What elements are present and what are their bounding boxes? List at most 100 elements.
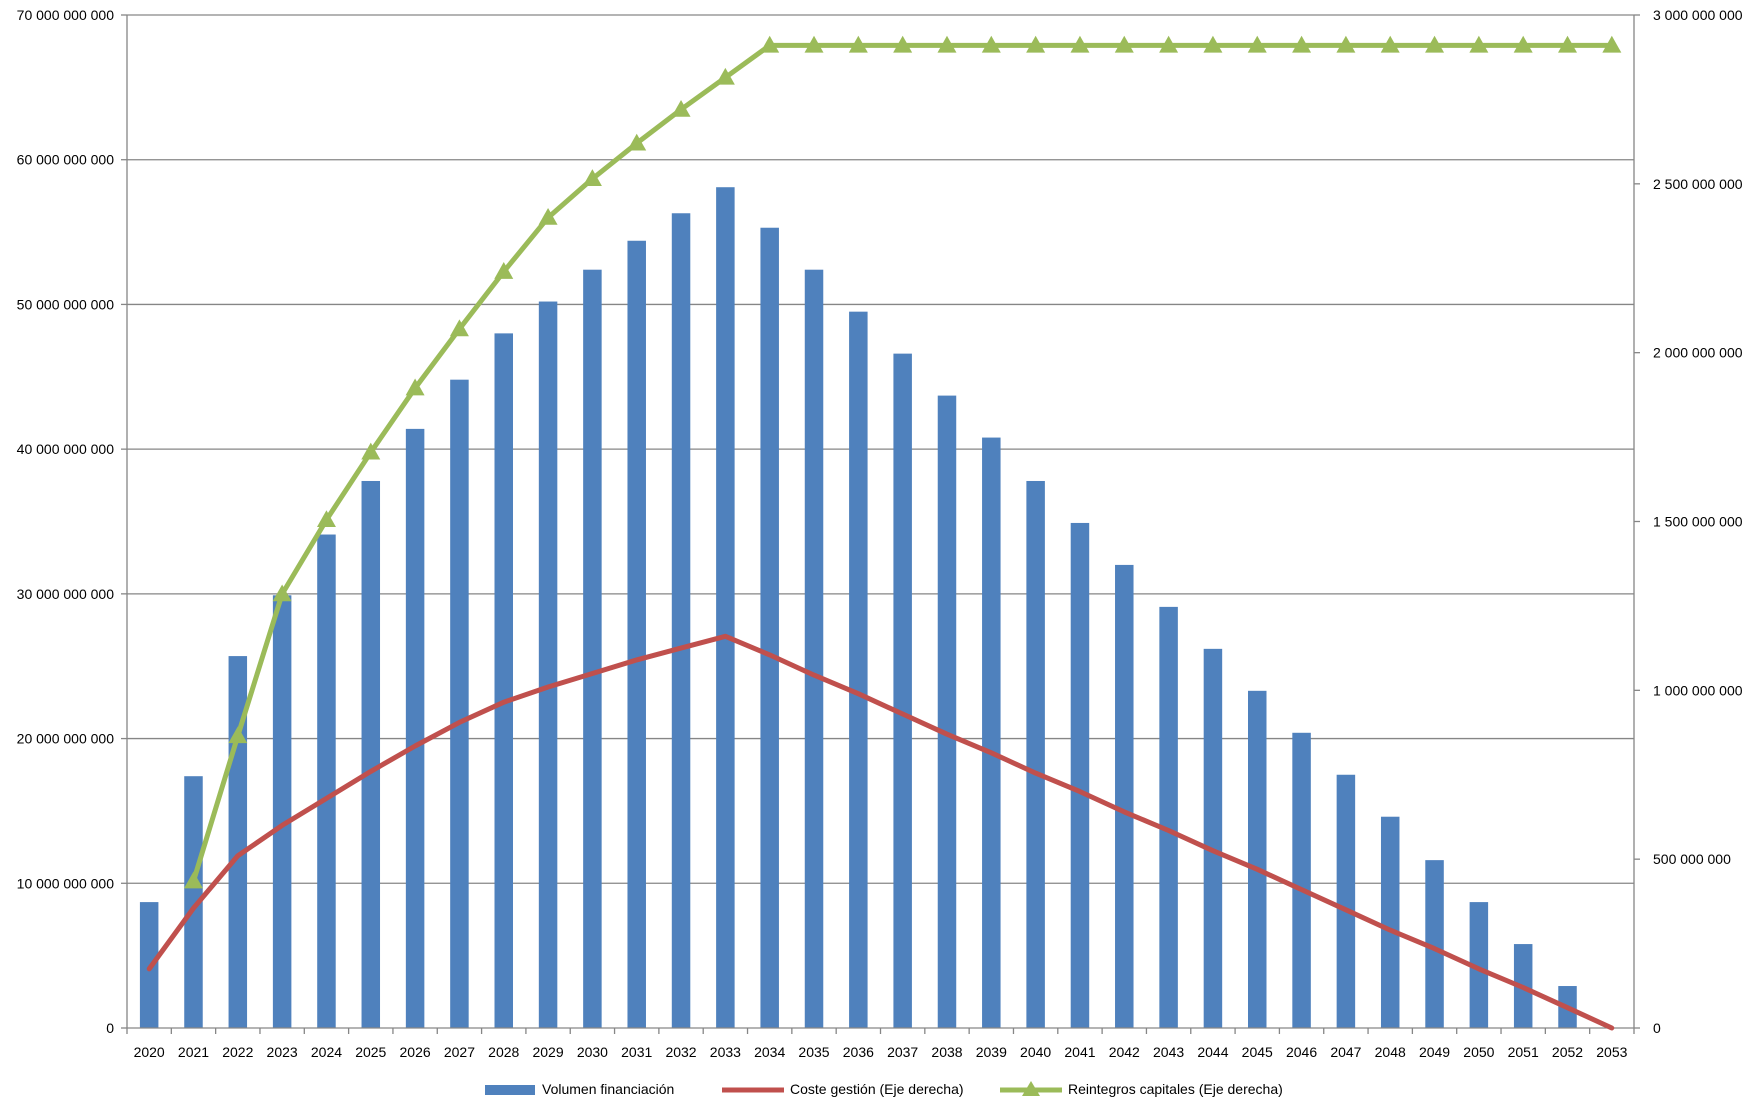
y-left-tick-label: 40 000 000 000: [17, 441, 115, 457]
y-right-tick-label: 500 000 000: [1653, 851, 1731, 867]
bar: [538, 301, 558, 1028]
x-tick-label: 2032: [665, 1044, 696, 1060]
bar: [671, 213, 691, 1029]
x-tick-label: 2024: [311, 1044, 342, 1060]
x-tick-label: 2037: [887, 1044, 918, 1060]
y-left-tick-label: 0: [106, 1020, 114, 1036]
x-tick-label: 2035: [798, 1044, 829, 1060]
x-tick-label: 2028: [488, 1044, 519, 1060]
data-point-triangle: [228, 726, 248, 744]
bar: [272, 595, 292, 1028]
bar: [1159, 606, 1178, 1028]
x-tick-label: 2026: [400, 1044, 431, 1060]
y-right-tick-label: 2 500 000 000: [1653, 176, 1743, 192]
x-tick-label: 2020: [134, 1044, 165, 1060]
bar: [1026, 480, 1045, 1029]
data-point-triangle: [1070, 35, 1090, 53]
y-right-tick-label: 1 000 000 000: [1653, 682, 1743, 698]
data-point-triangle: [1513, 35, 1533, 53]
bars-volumen-financiacion: [139, 187, 1577, 1029]
x-tick-label: 2030: [577, 1044, 608, 1060]
bar: [1248, 690, 1267, 1028]
data-point-triangle: [1159, 35, 1179, 53]
y-right-tick-label: 1 500 000 000: [1653, 514, 1743, 530]
x-tick-label: 2048: [1375, 1044, 1406, 1060]
data-point-triangle: [1602, 35, 1622, 53]
x-tick-label: 2023: [267, 1044, 298, 1060]
bar: [627, 240, 646, 1029]
data-point-triangle: [671, 99, 691, 117]
x-tick-label: 2022: [222, 1044, 253, 1060]
bar: [1336, 774, 1356, 1028]
x-tick-label: 2036: [843, 1044, 874, 1060]
x-tick-label: 2021: [178, 1044, 209, 1060]
data-point-triangle: [1247, 35, 1267, 53]
bar: [583, 269, 602, 1028]
x-tick-label: 2040: [1020, 1044, 1051, 1060]
bar: [1425, 860, 1444, 1028]
data-point-triangle: [848, 35, 868, 53]
y-left-tick-label: 60 000 000 000: [17, 152, 115, 168]
data-point-triangle: [1026, 35, 1046, 53]
data-point-triangle: [1114, 35, 1134, 53]
bar: [804, 269, 824, 1028]
data-point-triangle: [1425, 35, 1445, 53]
data-point-triangle: [316, 510, 336, 528]
y-right-tick-label: 3 000 000 000: [1653, 7, 1743, 23]
y-left-tick-label: 50 000 000 000: [17, 296, 115, 312]
data-point-triangle: [1292, 35, 1312, 53]
bar: [716, 187, 735, 1028]
data-point-triangle: [494, 262, 514, 279]
gridlines: [127, 14, 1634, 884]
bar: [893, 353, 912, 1028]
x-tick-label: 2053: [1596, 1044, 1627, 1060]
x-tick-label: 2052: [1552, 1044, 1583, 1060]
y-right-tick-label: 2 000 000 000: [1653, 345, 1743, 361]
data-point-triangle: [272, 584, 292, 602]
bar: [317, 534, 336, 1028]
bar: [494, 333, 513, 1028]
bar: [760, 227, 779, 1029]
bar: [1070, 522, 1090, 1028]
data-point-triangle: [893, 35, 913, 53]
x-tick-label: 2042: [1109, 1044, 1140, 1060]
x-tick-label: 2050: [1463, 1044, 1494, 1060]
x-tick-label: 2043: [1153, 1044, 1184, 1060]
bar: [361, 480, 381, 1029]
legend-swatch-volumen-financiacion: [485, 1085, 535, 1095]
data-point-triangle: [760, 35, 780, 53]
data-point-triangle: [627, 133, 647, 151]
y-left-tick-label: 10 000 000 000: [17, 875, 115, 891]
axes: [121, 14, 1640, 1034]
legend-label: Coste gestión (Eje derecha): [790, 1081, 964, 1097]
legend-label: Volumen financiación: [542, 1081, 674, 1097]
bar: [1203, 648, 1223, 1028]
bar: [982, 437, 1001, 1029]
data-point-triangle: [361, 442, 381, 460]
y-left-tick-label: 20 000 000 000: [17, 731, 115, 747]
tick-labels: 0 10 000 000 000 20 000 000 000 30 000 000 …: [17, 7, 1743, 1060]
legend-label: Reintegros capitales (Eje derecha): [1068, 1081, 1283, 1097]
x-tick-label: 2033: [710, 1044, 741, 1060]
line-coste-gestion: [146, 633, 1615, 1031]
data-point-triangle: [937, 35, 957, 53]
data-point-triangle: [1558, 35, 1578, 53]
data-point-triangle: [715, 67, 735, 85]
x-tick-label: 2038: [931, 1044, 962, 1060]
y-left-tick-label: 70 000 000 000: [17, 7, 115, 23]
x-tick-label: 2027: [444, 1044, 475, 1060]
data-point-triangle: [1469, 35, 1489, 53]
bar: [450, 379, 469, 1028]
bar: [937, 395, 957, 1028]
data-point-triangle: [804, 35, 824, 53]
data-point-triangle: [183, 871, 203, 889]
legend: Volumen financiación Coste gestión (Eje d…: [485, 1081, 1283, 1097]
data-point-triangle: [1336, 35, 1356, 53]
bar: [849, 311, 868, 1028]
x-tick-label: 2034: [754, 1044, 785, 1060]
series-lines: [146, 35, 1622, 1031]
bar: [1469, 902, 1489, 1028]
data-point-triangle: [981, 35, 1001, 53]
x-tick-label: 2051: [1508, 1044, 1539, 1060]
